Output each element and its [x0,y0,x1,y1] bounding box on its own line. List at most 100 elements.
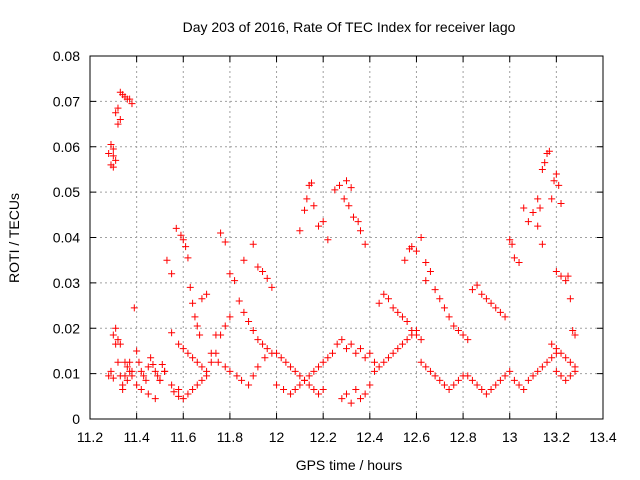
data-point [296,381,304,389]
data-point [133,381,141,389]
data-point [564,272,572,280]
data-point [398,313,406,321]
data-point [301,206,309,214]
data-point [548,354,556,362]
data-point [112,324,120,332]
data-point [426,367,434,375]
data-point [375,363,383,371]
x-axis-label: GPS time / hours [296,457,403,473]
data-point [287,363,295,371]
data-point [333,340,341,348]
x-tick-label: 11.8 [217,429,243,445]
data-point [140,372,148,380]
data-point [545,147,553,155]
data-point [394,345,402,353]
data-point [273,349,281,357]
y-tick-label: 0.05 [53,184,80,200]
data-point [189,354,197,362]
data-point [557,372,565,380]
data-point [172,224,180,232]
data-point [221,322,229,330]
data-point [303,195,311,203]
data-point [179,236,187,244]
data-point [203,290,211,298]
data-point [305,381,313,389]
data-point [422,258,430,266]
data-point [193,322,201,330]
data-point [501,313,509,321]
data-point [121,372,129,380]
data-point [329,349,337,357]
data-point [168,381,176,389]
data-point [135,358,143,366]
data-point [450,322,458,330]
data-point [109,331,117,339]
data-point [226,313,234,321]
data-point [112,156,120,164]
data-point [240,308,248,316]
data-point [310,367,318,375]
data-point [524,218,532,226]
data-point [296,372,304,380]
data-point [130,304,138,312]
data-point [137,367,145,375]
data-point [107,367,115,375]
data-point [175,340,183,348]
data-point [347,340,355,348]
data-point [114,104,122,112]
data-point [221,363,229,371]
data-point [464,336,472,344]
data-point [191,313,199,321]
data-point [352,349,360,357]
data-point [487,386,495,394]
data-point [324,354,332,362]
data-point [179,345,187,353]
x-tick-label: 12.2 [310,429,337,445]
data-point [291,386,299,394]
data-point [534,367,542,375]
data-point [105,150,113,158]
data-point [233,372,241,380]
data-point [492,304,500,312]
data-point [109,145,117,153]
data-point [412,331,420,339]
data-point [552,345,560,353]
data-point [380,290,388,298]
data-point [384,295,392,303]
data-point [520,204,528,212]
x-tick-label: 13.2 [543,429,570,445]
data-point [319,218,327,226]
data-point [440,381,448,389]
data-point [445,313,453,321]
data-point [431,372,439,380]
data-point [305,372,313,380]
data-point [177,231,185,239]
data-point [226,367,234,375]
data-point [343,390,350,398]
data-point [370,367,378,375]
data-point [552,170,560,178]
data-point [548,195,556,203]
chart-title: Day 203 of 2016, Rate Of TEC Index for r… [183,19,516,35]
data-point [375,299,383,307]
data-point [142,376,150,384]
data-point [144,390,152,398]
data-point [566,372,574,380]
axis-ticks: 11.2 11.4 11.6 11.8 12 12.2 12.4 12.6 12.8 13 13.2… [53,48,617,445]
data-point [175,392,183,400]
data-point [473,281,481,289]
data-point [319,386,327,394]
data-point [361,354,369,362]
data-point [555,181,563,189]
data-point [347,184,355,192]
data-point [473,381,481,389]
data-point [543,358,551,366]
data-point [109,163,117,171]
x-tick-label: 13.4 [589,429,616,445]
data-point [144,363,152,371]
data-point [380,358,388,366]
data-point [538,363,546,371]
data-point [482,390,490,398]
data-point [356,345,364,353]
data-point [109,374,117,382]
